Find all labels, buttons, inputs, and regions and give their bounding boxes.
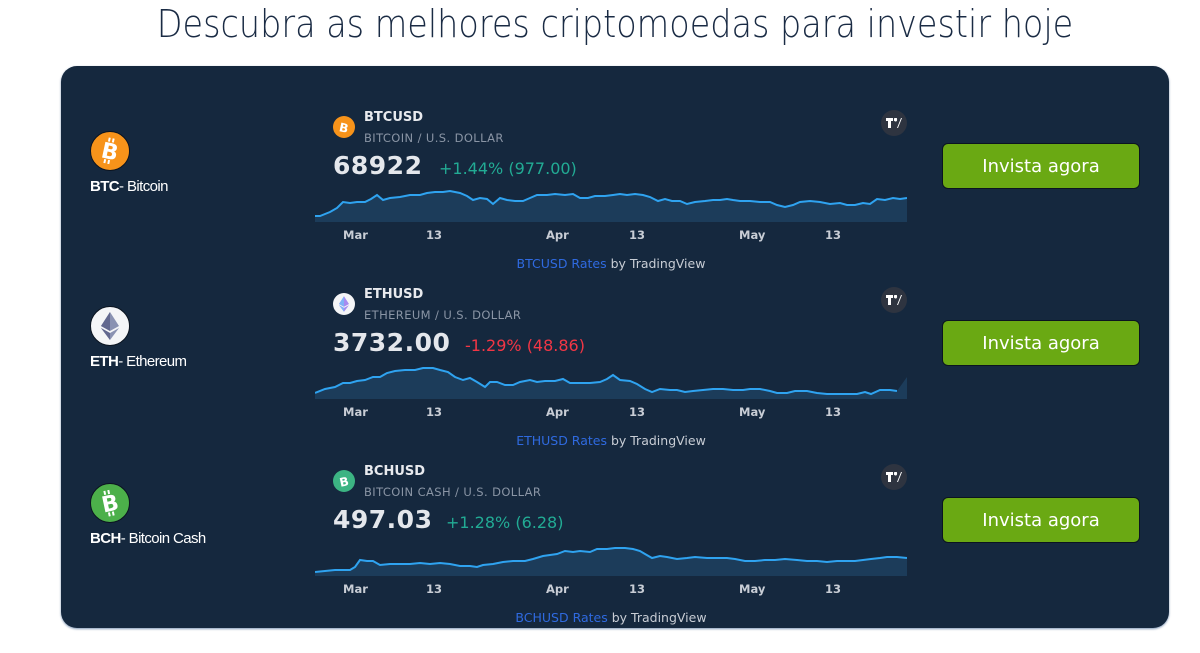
axis-label: 13 [825,228,842,242]
bitcoin-cash-icon: B [90,483,130,523]
tradingview-logo-icon[interactable] [881,464,907,490]
invest-now-button-btc[interactable]: Invista agora [942,143,1140,189]
coin-name-eth: ETH- Ethereum [90,353,187,370]
axis-label: May [739,582,766,596]
widget-price: 68922 [333,151,423,180]
bitcoin-cash-icon: B [333,470,355,492]
axis-label: 13 [825,582,842,596]
ethereum-icon [333,293,355,315]
coin-row-bch: B BCH- Bitcoin Cash B BCHUSD BITCOIN CAS… [61,440,1169,625]
tradingview-widget-btcusd[interactable]: B BTCUSD BITCOIN / U.S. DOLLAR 68922 +1.… [315,86,907,271]
widget-description: BITCOIN CASH / U.S. DOLLAR [364,485,542,499]
page-title: Descubra as melhores criptomoedas para i… [156,2,1074,46]
widget-change: +1.44% (977.00) [439,159,577,178]
axis-label: 13 [629,405,646,419]
widget-price: 497.03 [333,505,433,534]
axis-label: May [739,228,766,242]
svg-text:B: B [338,120,350,134]
svg-text:B: B [338,474,350,488]
axis-label: Apr [546,228,569,242]
coin-name-btc: BTC- Bitcoin [90,178,168,195]
tradingview-widget-ethusd[interactable]: ETHUSD ETHEREUM / U.S. DOLLAR 3732.00 -1… [315,263,907,448]
bitcoin-icon: B [90,131,130,171]
rates-link[interactable]: BCHUSD Rates [515,610,608,625]
widget-credit: BTCUSD Rates by TradingView [516,256,706,271]
coin-row-eth: ETH- Ethereum ETHUSD ETHEREUM / U.S. DOL… [61,263,1169,448]
widget-symbol[interactable]: BCHUSD [364,464,426,479]
axis-label: 13 [825,405,842,419]
coin-name-bch: BCH- Bitcoin Cash [90,530,206,547]
axis-label: Apr [546,582,569,596]
tradingview-logo-icon[interactable] [881,110,907,136]
rates-link[interactable]: ETHUSD Rates [516,433,607,448]
invest-now-button-bch[interactable]: Invista agora [942,497,1140,543]
widget-description: BITCOIN / U.S. DOLLAR [364,131,504,145]
axis-label: 13 [426,228,443,242]
widget-credit: ETHUSD Rates by TradingView [516,433,706,448]
widget-price: 3732.00 [333,328,451,357]
svg-text:B: B [100,490,122,517]
axis-label: Apr [546,405,569,419]
tradingview-widget-bchusd[interactable]: B BCHUSD BITCOIN CASH / U.S. DOLLAR 497.… [315,440,907,625]
coin-info-bch: B BCH- Bitcoin Cash [90,483,206,547]
widget-change: +1.28% (6.28) [446,513,564,532]
price-chart-bchusd[interactable] [315,524,907,576]
axis-label: 13 [426,582,443,596]
bitcoin-icon: B [333,116,355,138]
axis-label: Mar [343,582,368,596]
tradingview-logo-icon[interactable] [881,287,907,313]
price-chart-ethusd[interactable] [315,347,907,399]
svg-text:B: B [99,138,121,165]
widget-change: -1.29% (48.86) [465,336,585,355]
rates-link[interactable]: BTCUSD Rates [516,256,607,271]
widget-credit: BCHUSD Rates by TradingView [515,610,707,625]
axis-label: Mar [343,405,368,419]
axis-label: 13 [629,582,646,596]
widget-symbol[interactable]: ETHUSD [364,287,424,302]
invest-now-button-eth[interactable]: Invista agora [942,320,1140,366]
coin-info-btc: B BTC- Bitcoin [90,131,168,195]
widget-description: ETHEREUM / U.S. DOLLAR [364,308,522,322]
widget-symbol[interactable]: BTCUSD [364,110,424,125]
axis-label: 13 [629,228,646,242]
price-chart-btcusd[interactable] [315,170,907,222]
axis-label: 13 [426,405,443,419]
axis-label: Mar [343,228,368,242]
ethereum-icon [90,306,130,346]
coin-info-eth: ETH- Ethereum [90,306,187,370]
crypto-panel: B BTC- Bitcoin B BTCUSD BITCOIN / U.S. D… [61,66,1169,628]
coin-row-btc: B BTC- Bitcoin B BTCUSD BITCOIN / U.S. D… [61,86,1169,271]
axis-label: May [739,405,766,419]
